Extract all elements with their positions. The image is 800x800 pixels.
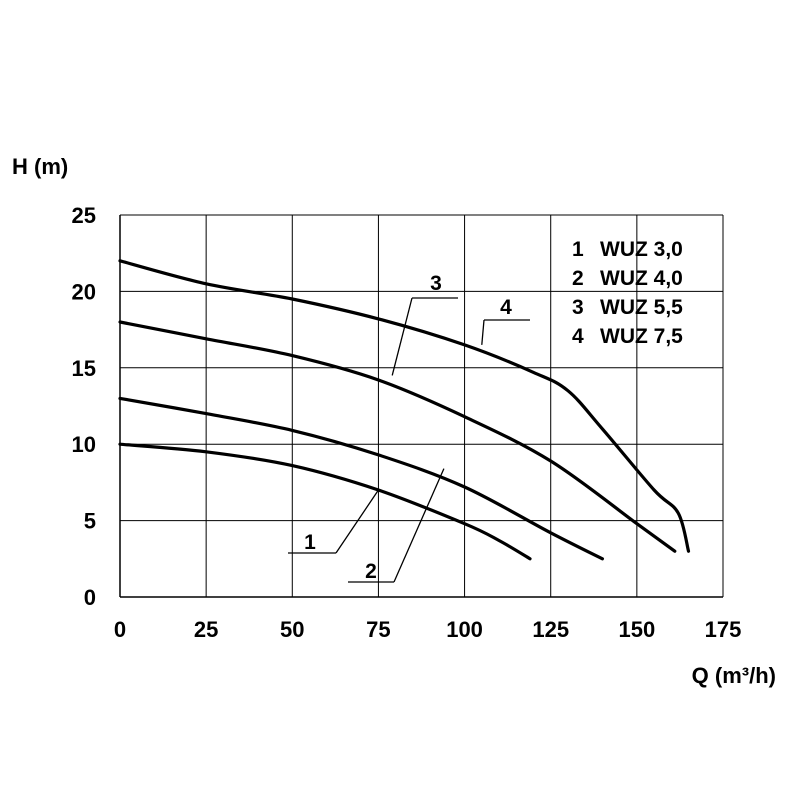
x-tick-label-0: 0: [114, 617, 126, 642]
y-tick-label-0: 0: [84, 585, 96, 610]
legend-label-4: WUZ 7,5: [600, 325, 683, 348]
callout-label-3: 3: [430, 272, 442, 295]
callout-label-1: 1: [304, 531, 316, 554]
callout-leader-1: [335, 489, 379, 554]
y-tick-label-5: 5: [84, 509, 96, 534]
callout-leader-3: [391, 297, 413, 376]
legend-num-3: 3: [572, 296, 584, 319]
x-tick-label-175: 175: [705, 617, 742, 642]
y-tick-label-10: 10: [72, 432, 96, 457]
legend-num-1: 1: [572, 238, 584, 261]
legend-label-2: WUZ 4,0: [600, 267, 683, 290]
x-tick-label-150: 150: [618, 617, 655, 642]
x-tick-label-25: 25: [194, 617, 218, 642]
tick-labels: 0 25 50 75 100 125 150 175 0 5 10 15 20 25: [72, 203, 742, 642]
legend: 1 WUZ 3,0 2 WUZ 4,0 3 WUZ 5,5 4 WUZ 7,5: [572, 238, 683, 348]
y-tick-label-15: 15: [72, 356, 96, 381]
y-axis-title: H (m): [12, 154, 68, 179]
curve-2: [118, 396, 604, 561]
callout-leader-2: [393, 468, 445, 583]
legend-num-2: 2: [572, 267, 584, 290]
callout-label-2: 2: [365, 560, 377, 583]
legend-label-3: WUZ 5,5: [600, 296, 683, 319]
callout-leader-4: [481, 319, 485, 345]
y-tick-label-20: 20: [72, 279, 96, 304]
x-tick-label-125: 125: [532, 617, 569, 642]
x-axis-title: Q (m³/h): [692, 663, 776, 688]
y-tick-label-25: 25: [72, 203, 96, 228]
curve-3: [118, 320, 677, 553]
curve-1: [118, 442, 532, 561]
grid: [119, 214, 724, 598]
x-tick-label-75: 75: [366, 617, 390, 642]
x-tick-label-50: 50: [280, 617, 304, 642]
callout-label-4: 4: [500, 296, 512, 319]
curve-callouts: 1 2 3 4: [288, 272, 530, 583]
curve-4: [118, 259, 691, 553]
legend-label-1: WUZ 3,0: [600, 238, 683, 261]
x-tick-label-100: 100: [446, 617, 483, 642]
legend-num-4: 4: [572, 325, 584, 348]
curves: [118, 259, 691, 561]
